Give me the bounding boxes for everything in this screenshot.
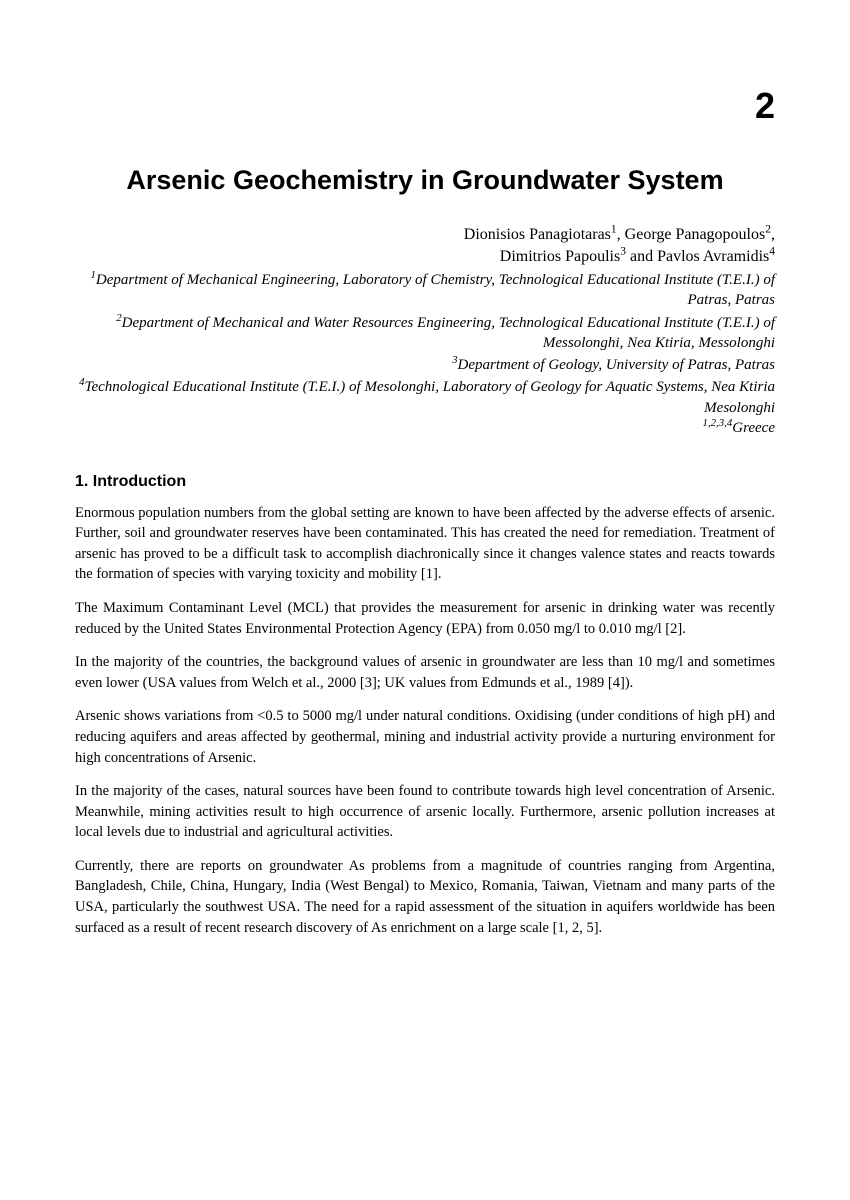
- country-sup: 1,2,3,4: [703, 417, 733, 429]
- author-1: Dionisios Panagiotaras: [464, 226, 611, 243]
- author-3: Dimitrios Papoulis: [500, 248, 620, 265]
- paper-title: Arsenic Geochemistry in Groundwater Syst…: [75, 165, 775, 196]
- aff1-text: Department of Mechanical Engineering, La…: [96, 272, 775, 308]
- aff4-text: Technological Educational Institute (T.E…: [84, 379, 775, 415]
- comma: ,: [771, 226, 775, 243]
- affiliation-3: 3Department of Geology, University of Pa…: [75, 355, 775, 375]
- author-2: , George Panagopoulos: [617, 226, 766, 243]
- authors-line-1: Dionisios Panagiotaras1, George Panagopo…: [75, 226, 775, 244]
- affiliation-2: 2Department of Mechanical and Water Reso…: [75, 313, 775, 354]
- affiliation-1: 1Department of Mechanical Engineering, L…: [75, 270, 775, 311]
- paragraph-6: Currently, there are reports on groundwa…: [75, 856, 775, 938]
- chapter-number: 2: [75, 85, 775, 127]
- aff3-text: Department of Geology, University of Pat…: [458, 357, 775, 373]
- paragraph-2: The Maximum Contaminant Level (MCL) that…: [75, 598, 775, 639]
- country: 1,2,3,4Greece: [75, 420, 775, 437]
- paragraph-4: Arsenic shows variations from <0.5 to 50…: [75, 706, 775, 768]
- paragraph-5: In the majority of the cases, natural so…: [75, 781, 775, 843]
- author-4-sup: 4: [769, 246, 775, 258]
- author-4: and Pavlos Avramidis: [626, 248, 769, 265]
- paragraph-3: In the majority of the countries, the ba…: [75, 652, 775, 693]
- aff2-text: Department of Mechanical and Water Resou…: [122, 315, 775, 351]
- section-heading: 1. Introduction: [75, 473, 775, 491]
- authors-line-2: Dimitrios Papoulis3 and Pavlos Avramidis…: [75, 248, 775, 266]
- affiliation-4: 4Technological Educational Institute (T.…: [75, 377, 775, 418]
- paragraph-1: Enormous population numbers from the glo…: [75, 503, 775, 585]
- country-text: Greece: [732, 420, 775, 436]
